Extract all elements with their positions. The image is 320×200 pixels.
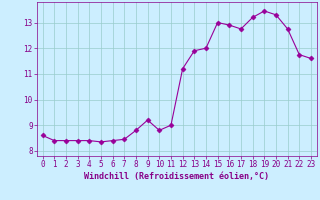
X-axis label: Windchill (Refroidissement éolien,°C): Windchill (Refroidissement éolien,°C)	[84, 172, 269, 181]
